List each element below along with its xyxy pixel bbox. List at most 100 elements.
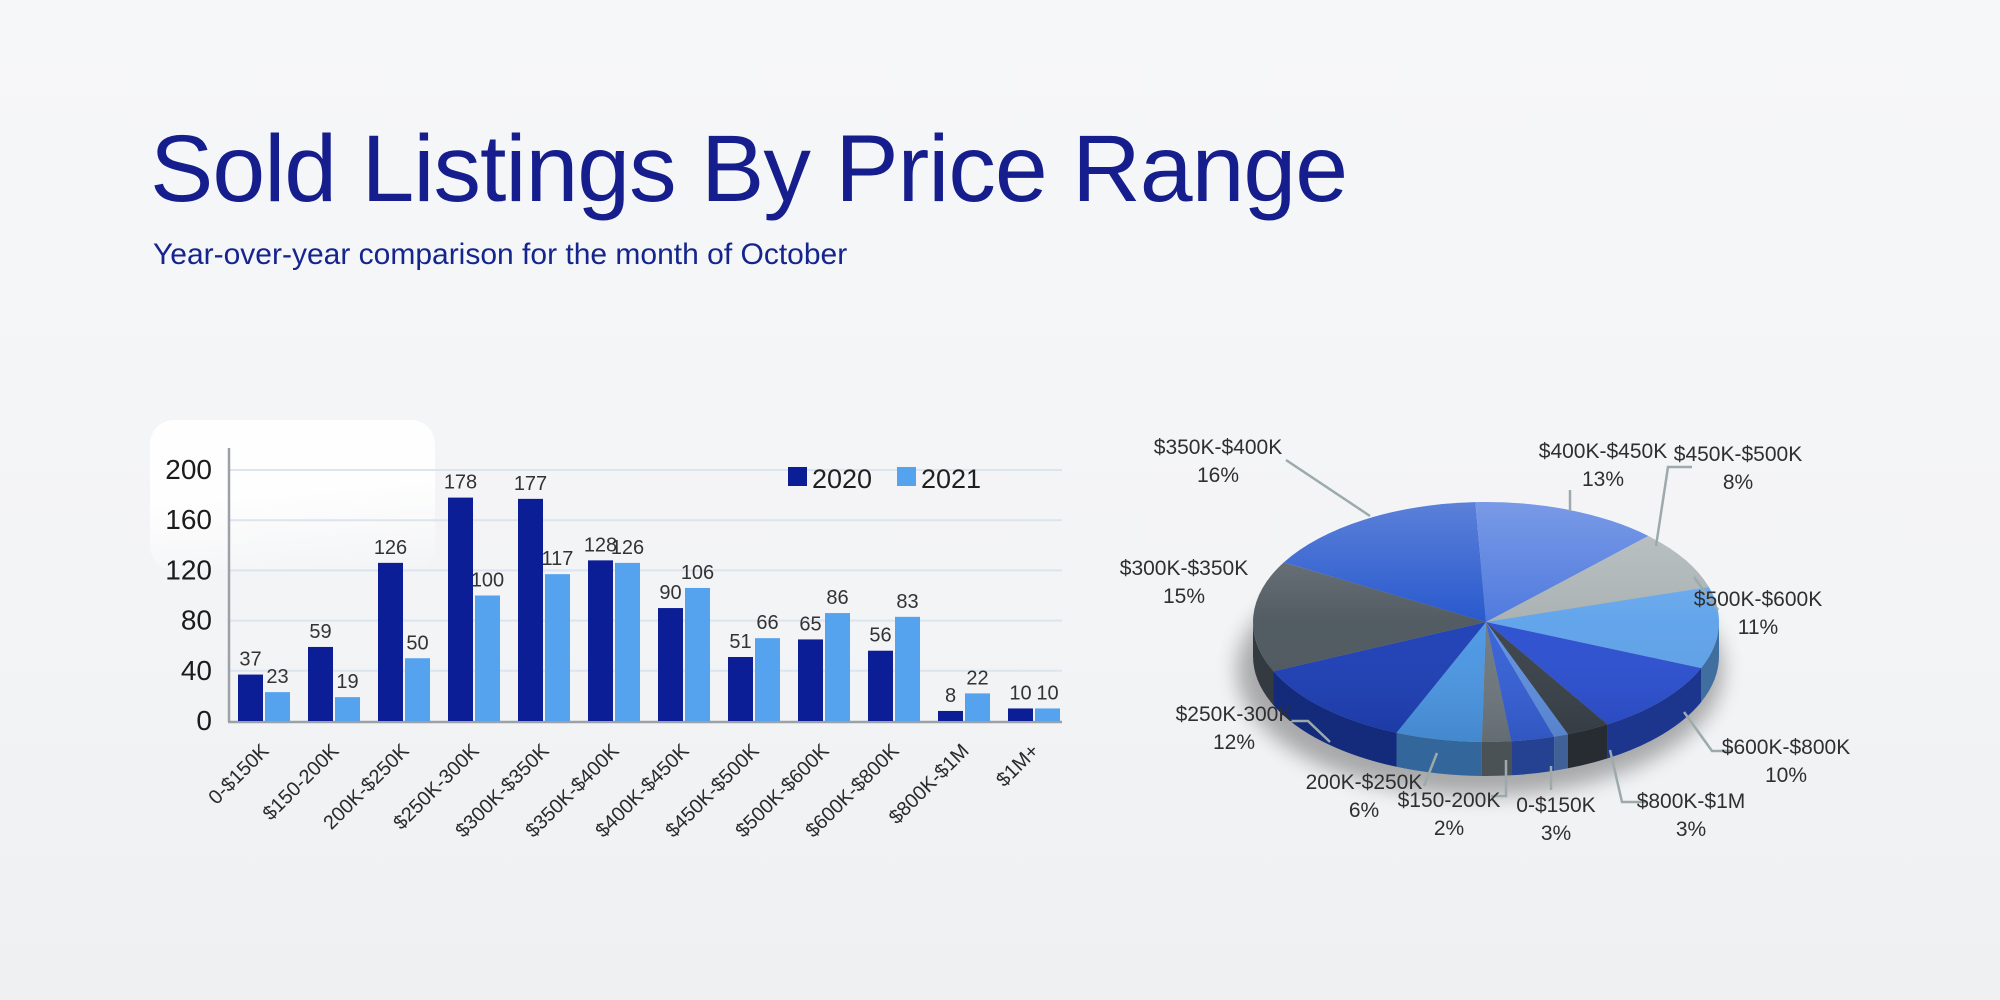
bar-2020-$450K-$500K — [728, 656, 753, 721]
pie-gloss — [1253, 502, 1719, 742]
bar-2021-$400K-$450K — [685, 587, 710, 721]
pie-label-percent: 15% — [1163, 585, 1205, 608]
bar-value-label: 117 — [542, 548, 574, 570]
bar-value-label: 128 — [584, 534, 617, 556]
pie-label-range: $350K-$400K — [1154, 436, 1282, 459]
pie-slice-side-$300K-$350K — [1253, 622, 1274, 706]
pie-label-range: $300K-$350K — [1120, 557, 1248, 580]
bar-value-label: 37 — [239, 649, 261, 671]
pie-leader-line-200K-$250K — [1422, 752, 1439, 787]
pie-leader-line-$150-200K — [1491, 760, 1508, 798]
bar-value-label: 86 — [826, 587, 848, 609]
bar-value-label: 22 — [966, 667, 988, 689]
pie-slice-side-200K-$250K — [1396, 732, 1482, 776]
bar-2020-200K-$250K — [378, 562, 403, 721]
pie-slice-side-$600K-$800K — [1607, 668, 1702, 759]
pie-label-percent: 6% — [1349, 799, 1379, 822]
bar-2020-$250K-300K — [448, 497, 473, 721]
pie-leader-line-$600K-$800K — [1682, 711, 1733, 753]
y-axis-tick-label: 0 — [196, 705, 212, 736]
pie-slice-side-$500K-$600K — [1701, 622, 1719, 703]
bar-value-label: 59 — [309, 621, 331, 643]
pie-label-range: $800K-$1M — [1637, 790, 1746, 813]
bar-2021-$800K-$1M — [965, 693, 990, 721]
bar-2021-$150-200K — [335, 697, 360, 721]
page-subtitle: Year-over-year comparison for the month … — [153, 238, 848, 271]
y-axis-tick-label: 200 — [165, 454, 212, 485]
bar-2020-$600K-$800K — [868, 650, 893, 721]
bar-2021-$300K-$350K — [545, 574, 570, 721]
bar-value-label: 66 — [756, 612, 778, 634]
y-axis-tick-label: 160 — [165, 504, 212, 535]
bar-value-label: 83 — [896, 591, 918, 613]
pie-label-percent: 13% — [1582, 468, 1624, 491]
y-axis-tick-label: 120 — [165, 554, 212, 585]
y-axis-tick-label: 80 — [181, 605, 212, 636]
bar-2021-$250K-300K — [475, 595, 500, 721]
bar-value-label: 23 — [266, 666, 288, 688]
bar-value-label: 51 — [729, 631, 751, 653]
bar-2021-$1M+ — [1035, 708, 1060, 721]
bar-2021-200K-$250K — [405, 658, 430, 721]
pie-label-percent: 3% — [1676, 818, 1706, 841]
pie-leader-line-$450K-$500K — [1654, 465, 1692, 547]
chart-card-highlight — [150, 420, 435, 570]
y-axis-tick-label: 40 — [181, 655, 212, 686]
bar-2021-$350K-$400K — [615, 562, 640, 721]
bar-value-label: 106 — [681, 562, 714, 584]
bar-value-label: 10 — [1009, 682, 1031, 704]
pie-label-range: $400K-$450K — [1539, 440, 1667, 463]
x-axis-category-label: $1M+ — [992, 740, 1043, 791]
pie-label-range: $500K-$600K — [1694, 588, 1822, 611]
bar-value-label: 10 — [1036, 682, 1058, 704]
legend-swatch-2020 — [788, 467, 807, 486]
pie-leader-line-$800K-$1M — [1608, 749, 1646, 804]
pie-chart: 0-$150K 3% $150-200K 2% 200K-$250K 6% $250K-30… — [1120, 436, 1850, 845]
pie-label-range: 200K-$250K — [1306, 771, 1423, 794]
pie-leader-line-$250K-300K — [1289, 719, 1331, 743]
bar-value-label: 19 — [336, 671, 358, 693]
bar-2020-$150-200K — [308, 646, 333, 721]
bar-2020-0-$150K — [238, 674, 263, 721]
pie-slice-side-$250K-300K — [1273, 671, 1397, 767]
pie-label-range: 0-$150K — [1516, 794, 1595, 817]
bar-2020-$800K-$1M — [938, 710, 963, 721]
pie-label-range: $600K-$800K — [1722, 736, 1850, 759]
pie-label-percent: 3% — [1541, 822, 1571, 845]
pie-label-range: $450K-$500K — [1674, 443, 1802, 466]
bar-2020-$400K-$450K — [658, 608, 683, 721]
bar-value-label: 178 — [444, 472, 477, 494]
bar-value-label: 8 — [945, 685, 956, 707]
bar-2020-$500K-$600K — [798, 639, 823, 721]
pie-label-range: $250K-300K — [1176, 703, 1293, 726]
pie-slice-side-$150-200K — [1481, 741, 1512, 777]
bar-value-label: 65 — [799, 613, 821, 635]
bar-value-label: 126 — [374, 537, 407, 559]
bar-value-label: 56 — [869, 625, 891, 647]
bar-chart: 0408012016020037230-$150K5919$150-200K12… — [165, 448, 1062, 842]
bar-value-label: 90 — [659, 582, 681, 604]
page-title: Sold Listings By Price Range — [150, 116, 1348, 222]
bar-2020-$350K-$400K — [588, 560, 613, 721]
legend-swatch-2021 — [897, 467, 916, 486]
bar-2021-0-$150K — [265, 692, 290, 721]
bar-2021-$450K-$500K — [755, 638, 780, 721]
pie-leader-line-$350K-$400K — [1285, 458, 1371, 518]
bar-2021-$500K-$600K — [825, 613, 850, 721]
legend-label-2021: 2021 — [921, 464, 981, 494]
x-axis-category-label: 0-$150K — [205, 740, 274, 809]
bar-value-label: 177 — [514, 473, 547, 495]
pie-label-percent: 2% — [1434, 817, 1464, 840]
pie-label-percent: 11% — [1738, 616, 1778, 639]
pie-label-percent: 8% — [1723, 471, 1753, 494]
bar-value-label: 126 — [611, 537, 644, 559]
legend-label-2020: 2020 — [812, 464, 872, 494]
pie-label-percent: 10% — [1765, 764, 1807, 787]
pie-leader-line-$500K-$600K — [1692, 576, 1720, 611]
pie-slice-side-$800K-$1M — [1568, 724, 1608, 769]
bar-2020-$300K-$350K — [518, 498, 543, 721]
pie-label-percent: 12% — [1213, 731, 1255, 754]
pie-label-range: $150-200K — [1398, 789, 1501, 812]
